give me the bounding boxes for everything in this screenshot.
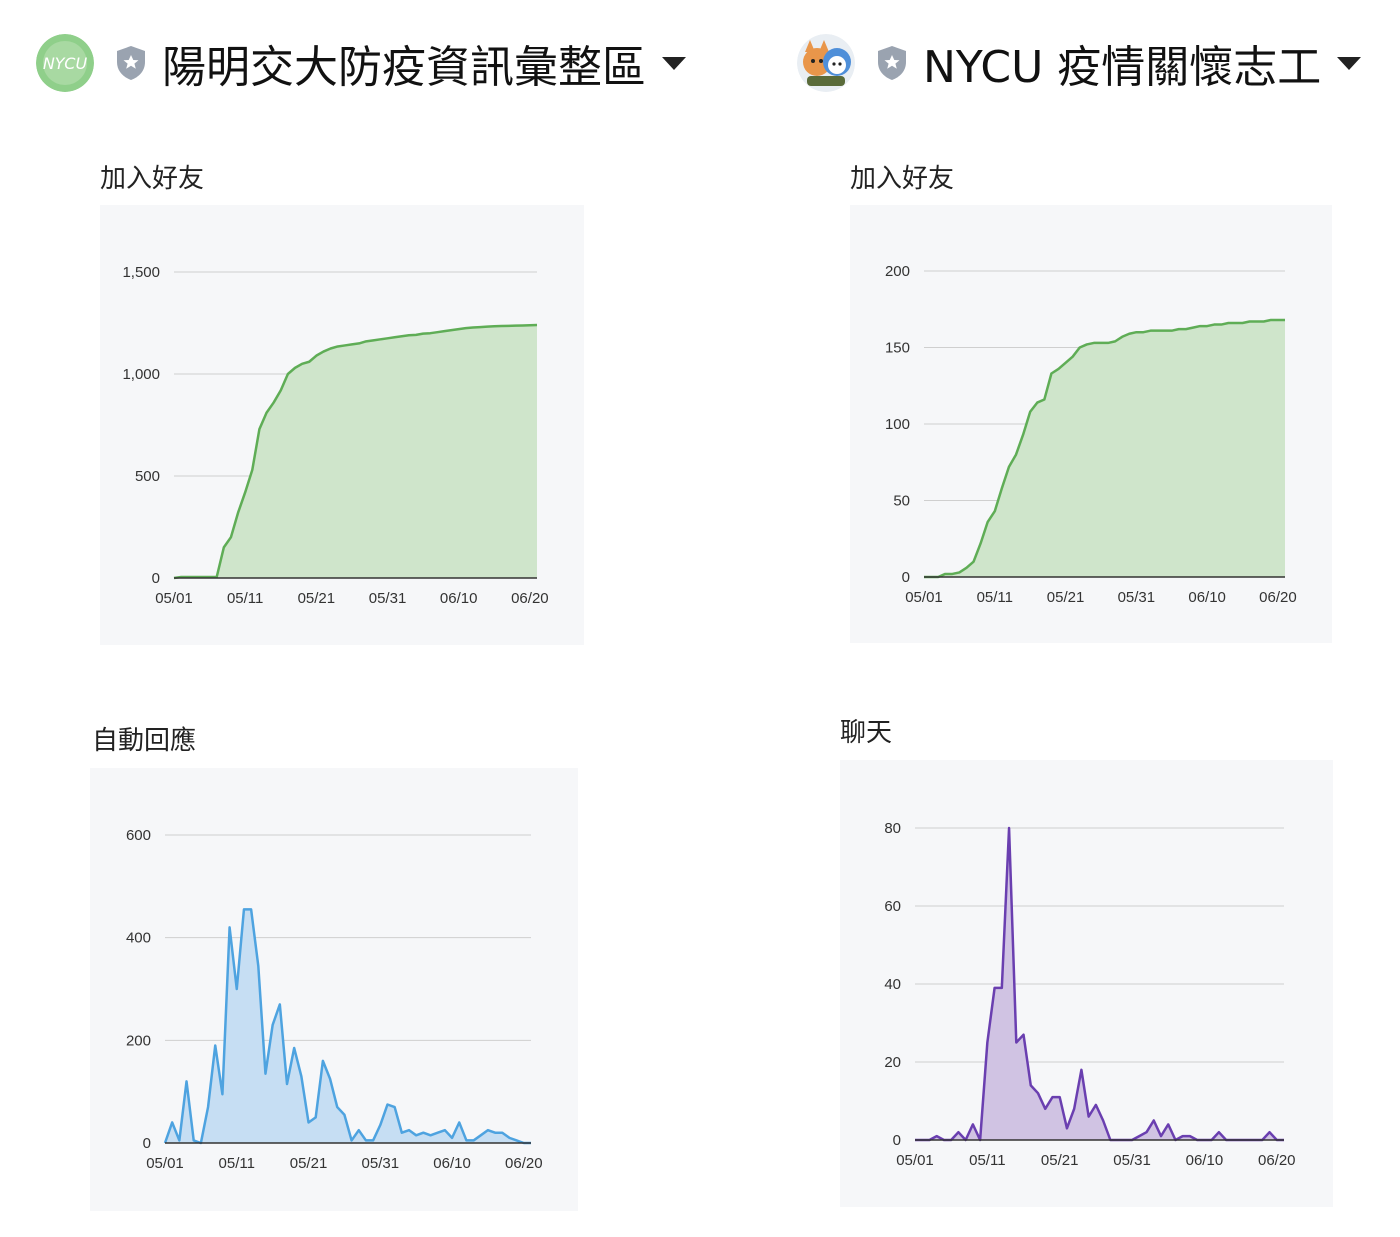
- x-tick-label: 06/20: [1258, 1152, 1296, 1169]
- x-tick-label: 05/31: [362, 1155, 400, 1172]
- x-tick-label: 05/21: [1047, 589, 1085, 606]
- series-area: [165, 909, 531, 1143]
- nycu-logo-avatar: NYCU: [36, 34, 94, 92]
- x-tick-label: 06/10: [433, 1155, 471, 1172]
- y-tick-label: 0: [902, 569, 910, 586]
- x-tick-label: 05/11: [969, 1152, 1005, 1169]
- chart-panel-chat: 0 20 40 60 80 05/01 05/11 05/21 05/31 06/10 06/20: [840, 760, 1333, 1207]
- account-header-2[interactable]: NYCU 疫情關懷志工: [797, 30, 1361, 96]
- y-tick-label: 200: [885, 263, 910, 280]
- y-tick-label: 0: [893, 1132, 901, 1149]
- x-tick-label: 05/11: [977, 589, 1013, 606]
- x-tick-label: 05/01: [896, 1152, 934, 1169]
- x-tick-label: 05/31: [1118, 589, 1156, 606]
- account-name: 陽明交大防疫資訊彙整區: [162, 31, 646, 95]
- x-tick-label: 06/10: [440, 590, 478, 607]
- y-tick-label: 200: [126, 1032, 151, 1049]
- y-tick-label: 60: [884, 898, 901, 915]
- y-tick-label: 1,500: [122, 264, 160, 281]
- chart-title: 聊天: [840, 712, 892, 749]
- x-tick-label: 06/10: [1188, 589, 1226, 606]
- chart-panel-friends-1: 0 500 1,000 1,500 05/01 05/11 05/21 05/31 06/10 0…: [100, 205, 584, 645]
- x-tick-label: 05/31: [1113, 1152, 1151, 1169]
- x-tick-label: 05/01: [146, 1155, 184, 1172]
- y-tick-label: 80: [884, 820, 901, 837]
- y-tick-label: 150: [885, 340, 910, 357]
- x-tick-label: 06/20: [1259, 589, 1297, 606]
- x-tick-label: 05/21: [1041, 1152, 1079, 1169]
- y-tick-label: 100: [885, 416, 910, 433]
- avatar-logo-text: NYCU: [43, 54, 88, 73]
- caret-down-icon[interactable]: [1337, 56, 1361, 70]
- x-tick-label: 05/01: [155, 590, 193, 607]
- x-tick-label: 06/10: [1186, 1152, 1224, 1169]
- account-header-1[interactable]: NYCU 陽明交大防疫資訊彙整區: [36, 30, 686, 96]
- x-tick-label: 05/21: [298, 590, 336, 607]
- chart-title: 加入好友: [100, 158, 204, 195]
- y-tick-label: 20: [884, 1054, 901, 1071]
- shield-star-icon: [875, 44, 909, 82]
- chart-title: 自動回應: [92, 720, 196, 757]
- chart-chat: 0 20 40 60 80 05/01 05/11 05/21 05/31 06/10 06/20: [840, 760, 1333, 1207]
- shield-star-icon: [114, 44, 148, 82]
- y-tick-label: 0: [152, 570, 160, 587]
- y-tick-label: 1,000: [122, 366, 160, 383]
- x-tick-label: 05/21: [290, 1155, 328, 1172]
- y-tick-label: 500: [135, 468, 160, 485]
- y-tick-label: 400: [126, 930, 151, 947]
- x-tick-label: 05/01: [905, 589, 943, 606]
- x-tick-label: 05/31: [369, 590, 407, 607]
- y-tick-label: 40: [884, 976, 901, 993]
- x-tick-label: 05/11: [227, 590, 263, 607]
- x-tick-label: 06/20: [505, 1155, 543, 1172]
- mascot-avatar: [797, 34, 855, 92]
- chart-panel-friends-2: 0 50 100 150 200 05/01 05/11 05/21 05/31 06/10 06/…: [850, 205, 1332, 643]
- y-tick-label: 0: [143, 1135, 151, 1152]
- x-tick-label: 06/20: [511, 590, 549, 607]
- chart-title: 加入好友: [850, 158, 954, 195]
- chart-panel-auto-reply: 0 200 400 600 05/01 05/11 05/21 05/31 06/10 06/20: [90, 768, 578, 1211]
- y-tick-label: 600: [126, 827, 151, 844]
- chart-friends-1: 0 500 1,000 1,500 05/01 05/11 05/21 05/31 06/10 0…: [100, 205, 584, 645]
- account-name: NYCU 疫情關懷志工: [923, 31, 1321, 95]
- x-tick-label: 05/11: [219, 1155, 255, 1172]
- series-area: [924, 320, 1285, 577]
- chart-friends-2: 0 50 100 150 200 05/01 05/11 05/21 05/31 06/10 06/…: [850, 205, 1332, 643]
- caret-down-icon[interactable]: [662, 56, 686, 70]
- y-tick-label: 50: [893, 493, 910, 510]
- chart-auto-reply: 0 200 400 600 05/01 05/11 05/21 05/31 06/10 06/20: [90, 768, 578, 1211]
